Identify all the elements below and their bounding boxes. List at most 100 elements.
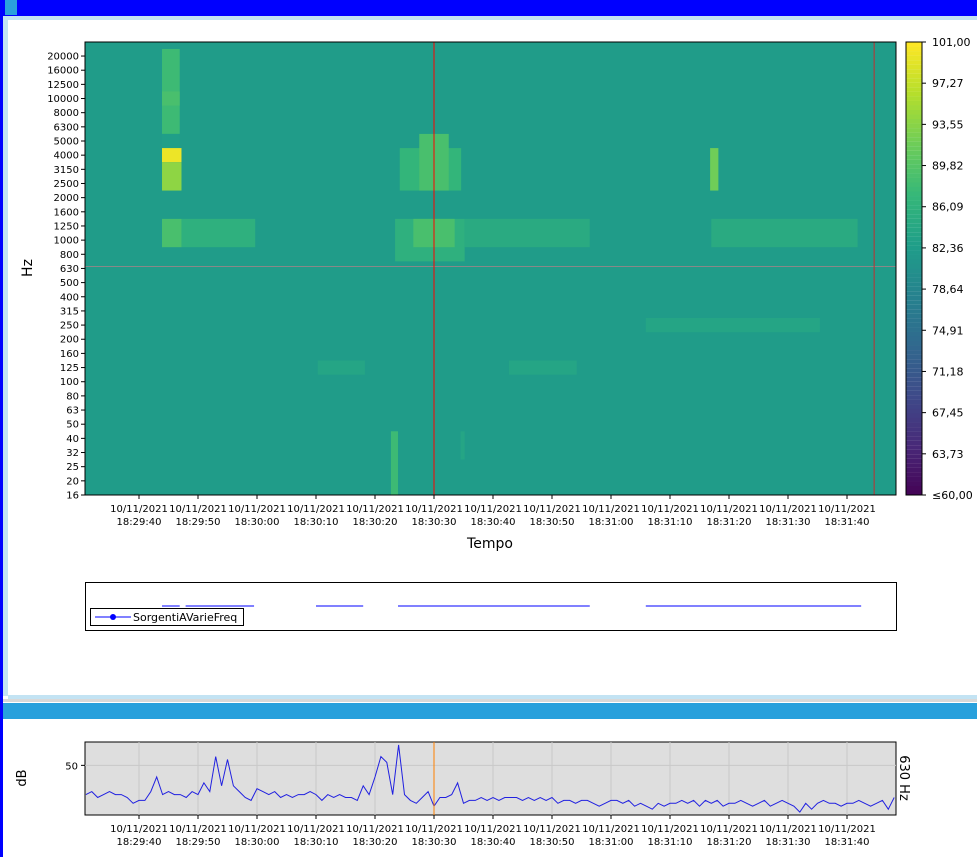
colorbar-swatch xyxy=(906,254,922,260)
y-tick-label: 3150 xyxy=(54,165,79,176)
x-tick-date: 10/11/2021 xyxy=(110,824,168,835)
colorbar-swatch xyxy=(906,150,922,156)
colorbar-swatch xyxy=(906,51,922,56)
x-tick-time: 18:30:40 xyxy=(471,837,516,848)
y-tick-label: 20 xyxy=(66,476,79,487)
legend-label: SorgentiAVarieFreq xyxy=(133,610,238,624)
y-tick-label: 8000 xyxy=(54,108,79,119)
y-tick-label: 80 xyxy=(66,391,79,402)
x-tick-date: 10/11/2021 xyxy=(110,504,168,515)
legend-marker-icon xyxy=(95,614,131,620)
title-bar xyxy=(0,0,977,16)
colorbar-swatch xyxy=(906,327,922,332)
colorbar-swatch xyxy=(906,196,922,201)
x-tick-date: 10/11/2021 xyxy=(405,824,463,835)
y-tick-label: 10000 xyxy=(47,94,79,105)
colorbar-swatch xyxy=(906,386,922,391)
window-icon xyxy=(5,0,17,15)
y-tick-label: 6300 xyxy=(54,122,79,133)
heatmap-cell xyxy=(162,148,182,163)
colorbar-swatch xyxy=(906,245,922,251)
colorbar-swatch xyxy=(906,440,922,446)
colorbar-swatch xyxy=(906,60,922,65)
colorbar-swatch xyxy=(906,214,922,219)
y-tick-label: 315 xyxy=(60,306,79,317)
colorbar-swatch xyxy=(906,313,922,319)
colorbar-swatch xyxy=(906,114,922,120)
x-tick-date: 10/11/2021 xyxy=(818,824,876,835)
colorbar-swatch xyxy=(906,340,922,346)
x-tick-time: 18:30:30 xyxy=(412,837,457,848)
legend[interactable]: SorgentiAVarieFreq xyxy=(90,608,245,626)
colorbar-label: 63,73 xyxy=(932,448,964,461)
y-axis-label: Hz xyxy=(20,259,36,277)
timeline-segments xyxy=(162,605,862,607)
y-tick-label: 32 xyxy=(66,448,79,459)
y-tick-label: 16000 xyxy=(47,66,79,77)
colorbar-swatch xyxy=(906,413,922,419)
x-tick-time: 18:31:30 xyxy=(766,837,811,848)
x-tick-time: 18:30:40 xyxy=(471,517,516,528)
x-tick-time: 18:29:40 xyxy=(117,517,162,528)
heatmap-marks xyxy=(85,42,896,495)
colorbar-swatch xyxy=(906,454,922,459)
band-level-chart[interactable]: 10/11/2021 18:29:40 10/11/2021 18:29:50 10/1… xyxy=(0,720,977,857)
splitter-shadow xyxy=(3,699,977,702)
x-tick-time: 18:30:30 xyxy=(412,517,457,528)
colorbar-swatch xyxy=(906,78,922,83)
x-tick-date: 10/11/2021 xyxy=(641,824,699,835)
colorbar-swatch xyxy=(906,209,922,215)
colorbar-swatch xyxy=(906,263,922,269)
y-tick-label: 500 xyxy=(60,278,79,289)
y-tick-label: 16 xyxy=(66,491,79,502)
colorbar-swatch xyxy=(906,490,922,496)
colorbar-swatch xyxy=(906,46,922,52)
x-tick-date: 10/11/2021 xyxy=(641,504,699,515)
heatmap-cell xyxy=(162,162,182,191)
colorbar-swatch xyxy=(906,259,922,265)
colorbar-swatch xyxy=(906,191,922,197)
colorbar-swatch xyxy=(906,200,922,206)
colorbar-swatch xyxy=(906,236,922,242)
y-tick-label: 250 xyxy=(60,321,79,332)
colorbar-swatch xyxy=(906,223,922,228)
colorbar-swatch xyxy=(906,449,922,455)
colorbar-swatch xyxy=(906,404,922,409)
y-tick-label: 20000 xyxy=(47,52,79,63)
colorbar-swatch xyxy=(906,476,922,482)
x-tick-time: 18:30:20 xyxy=(353,517,398,528)
splitter[interactable] xyxy=(8,695,977,699)
colorbar-label: 101,00 xyxy=(932,36,971,49)
series-line xyxy=(85,744,895,813)
colorbar-swatch xyxy=(906,467,922,473)
colorbar-swatch xyxy=(906,463,922,468)
colorbar-swatch xyxy=(906,286,922,292)
colorbar-swatch xyxy=(906,331,922,337)
colorbar-swatch xyxy=(906,64,922,70)
colorbar-swatch xyxy=(906,232,922,237)
y-tick-label: 63 xyxy=(66,406,79,417)
colorbar-swatch xyxy=(906,350,922,355)
x-axis-label: Tempo xyxy=(466,536,513,552)
x-tick-time: 18:31:00 xyxy=(589,517,634,528)
y-tick-label: 2500 xyxy=(54,179,79,190)
x-tick-date: 10/11/2021 xyxy=(346,504,404,515)
right-band-label: 630 Hz xyxy=(896,755,911,801)
colorbar-swatch xyxy=(906,422,922,428)
y-tick-label: 1250 xyxy=(54,221,79,232)
x-tick-date: 10/11/2021 xyxy=(464,824,522,835)
x-tick-time: 18:29:40 xyxy=(117,837,162,848)
colorbar-label: 67,45 xyxy=(932,407,964,420)
x-tick-date: 10/11/2021 xyxy=(700,824,758,835)
x-tick-time: 18:31:00 xyxy=(589,837,634,848)
spectrogram-heatmap[interactable]: 16 20 25 32 40 50 63 80 100 125 160 200 250 315 400 500… xyxy=(0,0,977,560)
colorbar-swatch xyxy=(906,436,922,441)
x-tick-time: 18:30:10 xyxy=(294,837,339,848)
colorbar: 101,00 97,27 93,55 89,82 86,09 82,36 78,64 74,9… xyxy=(905,36,973,502)
colorbar-swatch xyxy=(906,55,922,61)
heatmap-cell xyxy=(710,148,719,191)
y-tick-label: 1000 xyxy=(54,236,79,247)
x-tick-time: 18:30:20 xyxy=(353,837,398,848)
x-tick-time: 18:31:20 xyxy=(707,837,752,848)
panel-border-left xyxy=(3,16,8,696)
